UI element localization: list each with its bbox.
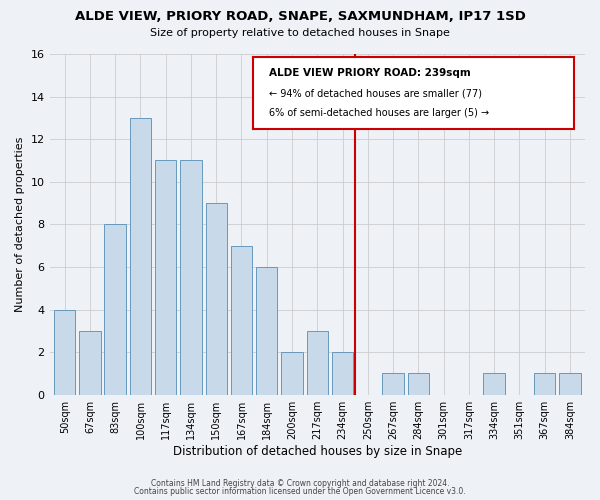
Bar [332, 352, 353, 395]
Y-axis label: Number of detached properties: Number of detached properties [15, 136, 25, 312]
Bar [559, 374, 581, 394]
Bar [484, 374, 505, 394]
Bar [54, 310, 76, 394]
Bar [382, 374, 404, 394]
Bar [281, 352, 303, 395]
Bar [104, 224, 126, 394]
Text: Contains public sector information licensed under the Open Government Licence v3: Contains public sector information licen… [134, 487, 466, 496]
Text: Contains HM Land Registry data © Crown copyright and database right 2024.: Contains HM Land Registry data © Crown c… [151, 478, 449, 488]
Bar [231, 246, 252, 394]
Text: Size of property relative to detached houses in Snape: Size of property relative to detached ho… [150, 28, 450, 38]
Bar [155, 160, 176, 394]
Bar [206, 203, 227, 394]
Bar [180, 160, 202, 394]
Bar [534, 374, 556, 394]
Bar [307, 331, 328, 394]
X-axis label: Distribution of detached houses by size in Snape: Distribution of detached houses by size … [173, 444, 462, 458]
Bar [407, 374, 429, 394]
Bar [79, 331, 101, 394]
Bar [130, 118, 151, 394]
Bar [256, 267, 277, 394]
Text: ALDE VIEW, PRIORY ROAD, SNAPE, SAXMUNDHAM, IP17 1SD: ALDE VIEW, PRIORY ROAD, SNAPE, SAXMUNDHA… [74, 10, 526, 23]
